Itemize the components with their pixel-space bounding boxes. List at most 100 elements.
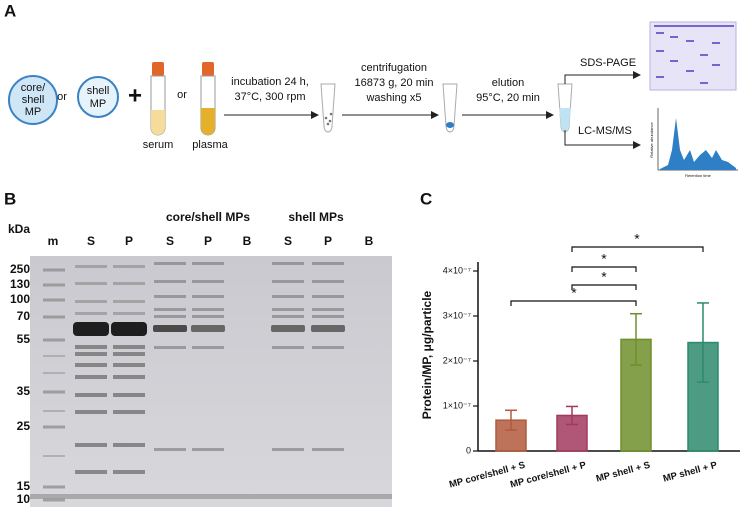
label: centrifugation xyxy=(361,62,427,74)
marker-band xyxy=(43,455,65,457)
lane-label: S xyxy=(87,234,95,248)
band xyxy=(75,470,107,474)
band xyxy=(312,262,344,265)
lane-label: P xyxy=(204,234,212,248)
marker-label: 100 xyxy=(10,292,30,306)
tube xyxy=(442,83,458,133)
band xyxy=(271,325,305,332)
band xyxy=(272,346,304,349)
band xyxy=(154,448,186,451)
y-axis-title: Protein/MP, μg/particle xyxy=(420,290,434,419)
band xyxy=(75,300,107,303)
band xyxy=(192,448,224,451)
y-tick-label: 0 xyxy=(466,445,471,455)
band xyxy=(154,262,186,265)
lane-label: P xyxy=(125,234,133,248)
marker-band xyxy=(43,268,65,272)
band xyxy=(113,443,145,447)
label: LC-MS/MS xyxy=(578,125,632,137)
band xyxy=(192,280,224,283)
significance-bracket xyxy=(571,284,637,290)
band xyxy=(272,448,304,451)
marker-label: 15 xyxy=(17,479,31,493)
band xyxy=(192,308,224,311)
band xyxy=(154,346,186,349)
label: elution xyxy=(492,77,524,89)
band xyxy=(75,410,107,414)
band xyxy=(113,375,145,379)
chromatogram xyxy=(660,118,736,170)
band xyxy=(192,315,224,318)
band xyxy=(192,262,224,265)
band xyxy=(113,282,145,285)
band xyxy=(272,280,304,283)
label: 37°C, 300 rpm xyxy=(234,91,305,103)
gel-icon xyxy=(649,21,737,91)
y-tick-label: 4×10⁻⁷ xyxy=(443,265,471,275)
band xyxy=(153,325,187,332)
band xyxy=(312,346,344,349)
label: incubation 24 h, xyxy=(231,76,309,88)
label: 16873 g, 20 min xyxy=(355,77,434,89)
significance-label: * xyxy=(571,285,577,301)
label: + xyxy=(128,82,142,109)
arrow xyxy=(564,130,641,149)
marker-band xyxy=(43,315,65,319)
significance-bracket xyxy=(571,246,704,252)
label: Retention time xyxy=(685,173,712,178)
group-label: shell MPs xyxy=(288,210,344,224)
label: MP xyxy=(25,106,42,118)
marker-band xyxy=(43,283,65,287)
lane-label: B xyxy=(243,234,252,248)
x-tick-label: MP shell + P xyxy=(662,460,719,485)
band xyxy=(312,295,344,298)
lane-label: S xyxy=(166,234,174,248)
band xyxy=(113,300,145,303)
label: plasma xyxy=(192,139,228,151)
lane-label: B xyxy=(365,234,374,248)
label: or xyxy=(57,91,67,103)
label: or xyxy=(177,89,187,101)
label: serum xyxy=(143,139,174,151)
band xyxy=(272,295,304,298)
band xyxy=(312,280,344,283)
band xyxy=(154,280,186,283)
band xyxy=(312,308,344,311)
marker-band xyxy=(43,372,65,374)
band xyxy=(154,308,186,311)
band xyxy=(272,308,304,311)
significance-bracket xyxy=(571,266,637,272)
marker-label: 10 xyxy=(17,492,31,506)
band xyxy=(312,315,344,318)
marker-band xyxy=(43,498,65,502)
panel-letter: B xyxy=(4,189,16,208)
gel xyxy=(30,256,392,507)
band xyxy=(111,322,147,336)
band xyxy=(191,325,225,332)
tube-cap xyxy=(202,62,214,76)
marker-label: 55 xyxy=(17,332,31,346)
label: MP xyxy=(90,98,107,110)
band xyxy=(75,312,107,315)
band xyxy=(113,352,145,356)
band xyxy=(113,265,145,268)
marker-band xyxy=(43,410,65,412)
band xyxy=(311,325,345,332)
band xyxy=(75,443,107,447)
panel-b: B kDa core/shell MPs shell MPs m S P S P B S P B… xyxy=(4,189,392,507)
label: washing x5 xyxy=(365,92,421,104)
lane-label: m xyxy=(48,234,59,248)
panel-letter: A xyxy=(4,1,16,20)
band xyxy=(113,470,145,474)
marker-band xyxy=(43,355,65,357)
band xyxy=(113,345,145,349)
significance-label: * xyxy=(601,251,607,267)
marker-label: 70 xyxy=(17,309,31,323)
band xyxy=(312,448,344,451)
band xyxy=(113,363,145,367)
panel-a: A core/ shell MP or shell MP + or serum … xyxy=(4,1,738,178)
band xyxy=(192,295,224,298)
tube-cap xyxy=(152,62,164,76)
kda-label: kDa xyxy=(8,222,30,236)
